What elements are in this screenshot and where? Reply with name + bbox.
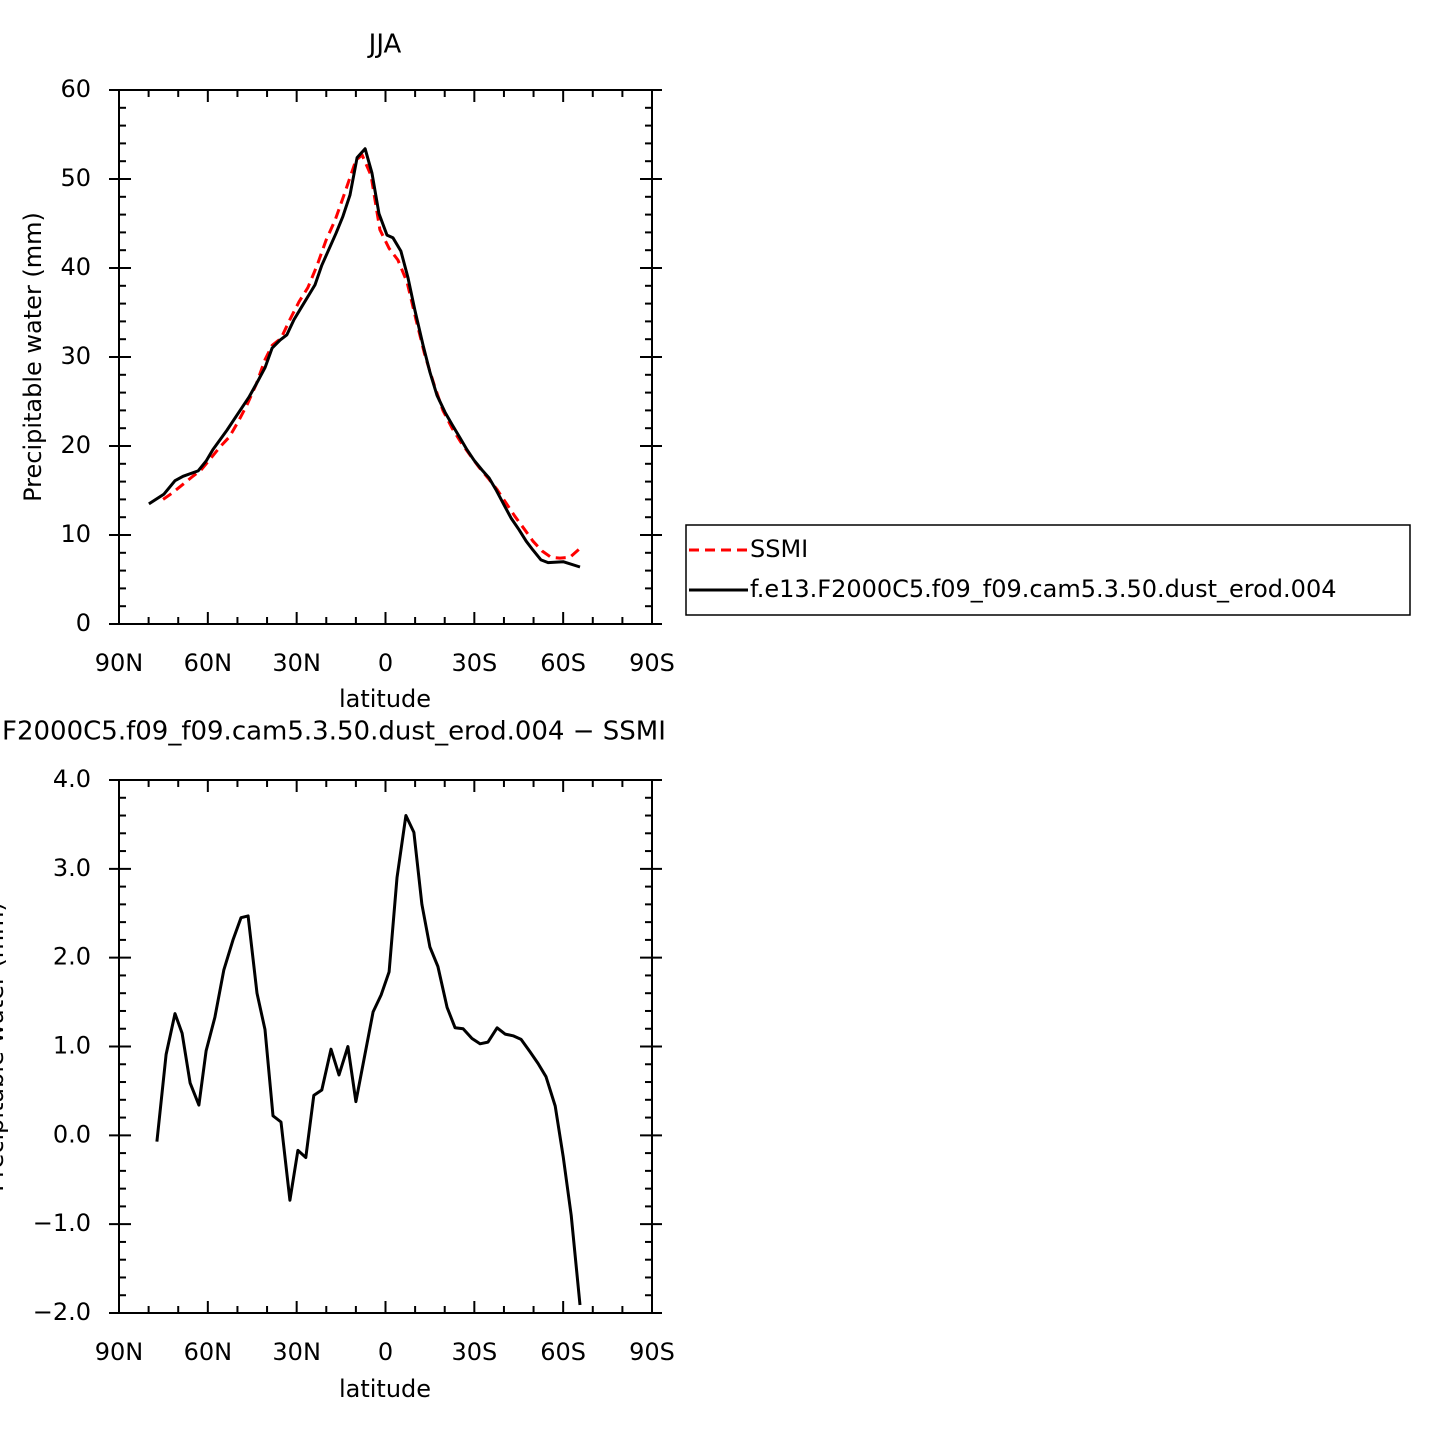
x-tick-label: 30N — [272, 649, 321, 677]
y-tick-label: 60 — [60, 75, 91, 103]
data-line — [148, 147, 581, 569]
y-tick-label: 40 — [60, 253, 91, 281]
chart-title: JJA — [367, 30, 402, 60]
x-tick-label: 90S — [629, 1338, 675, 1366]
x-tick-label: 90N — [95, 1338, 144, 1366]
x-tick-label: 90S — [629, 649, 675, 677]
plot-frame — [118, 89, 653, 625]
x-tick-label: 60N — [184, 649, 233, 677]
legend-label: SSMI — [750, 535, 808, 563]
x-tick-label: 60N — [184, 1338, 233, 1366]
x-axis-label: latitude — [339, 685, 431, 713]
x-tick-label: 60S — [540, 1338, 586, 1366]
y-tick-label: 4.0 — [53, 765, 91, 793]
x-tick-label: 0 — [378, 649, 393, 677]
y-tick-label: −1.0 — [33, 1209, 91, 1237]
x-tick-label: 60S — [540, 649, 586, 677]
y-tick-label: 2.0 — [53, 943, 91, 971]
x-tick-label: 30S — [451, 1338, 497, 1366]
y-tick-label: 10 — [60, 520, 91, 548]
data-line — [162, 153, 581, 560]
legend-label: f.e13.F2000C5.f09_f09.cam5.3.50.dust_ero… — [750, 575, 1336, 603]
x-axis-label: latitude — [339, 1375, 431, 1403]
y-tick-label: 0 — [76, 609, 91, 637]
data-line — [155, 814, 582, 1306]
x-tick-label: 0 — [378, 1338, 393, 1366]
y-tick-label: 20 — [60, 431, 91, 459]
y-tick-label: 30 — [60, 342, 91, 370]
legend-box — [685, 524, 1411, 616]
y-tick-label: 1.0 — [53, 1032, 91, 1060]
x-tick-label: 30S — [451, 649, 497, 677]
y-axis-label: Precipitable water (mm) — [0, 902, 9, 1192]
x-tick-label: 30N — [272, 1338, 321, 1366]
y-tick-label: 3.0 — [53, 854, 91, 882]
y-axis-label: Precipitable water (mm) — [19, 212, 47, 502]
y-tick-label: 50 — [60, 164, 91, 192]
chart-title: F2000C5.f09_f09.cam5.3.50.dust_erod.004 … — [2, 717, 666, 747]
y-tick-label: −2.0 — [33, 1298, 91, 1326]
y-tick-label: 0.0 — [53, 1120, 91, 1148]
x-tick-label: 90N — [95, 649, 144, 677]
